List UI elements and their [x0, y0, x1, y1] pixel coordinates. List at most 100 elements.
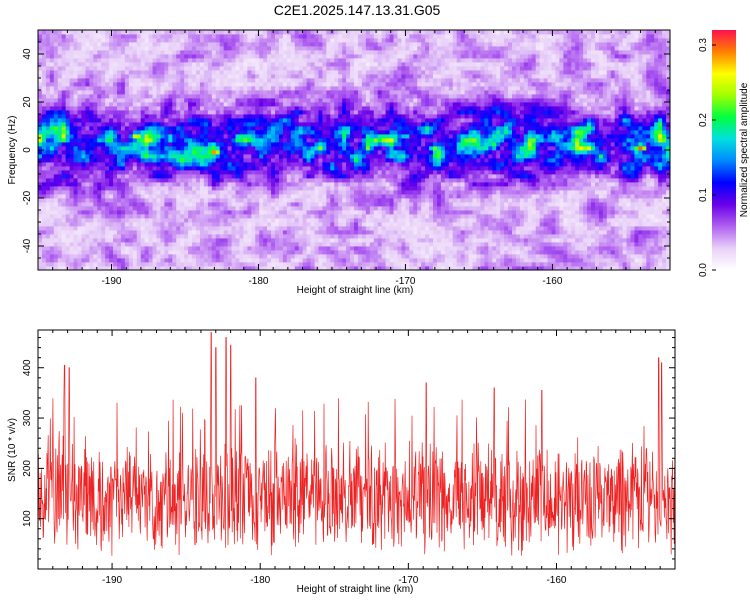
spectrogram-cell [263, 202, 268, 207]
spectrogram-cell [369, 266, 375, 270]
spectrogram-cell [314, 162, 319, 167]
spectrogram-cell [413, 150, 418, 155]
spectrogram-cell [41, 250, 47, 255]
spectrogram-cell [654, 170, 659, 175]
spectrogram-cell [346, 250, 351, 255]
spectrogram-cell [207, 190, 213, 195]
spectrogram-cell [219, 234, 225, 239]
spectrogram-cell [571, 214, 576, 219]
spectrogram-cell [369, 254, 375, 259]
spectrogram-cell [73, 154, 78, 159]
spectrogram-cell [77, 250, 82, 255]
spectrogram-cell [433, 226, 438, 231]
spectrogram-cell [338, 246, 343, 251]
spectrogram-cell [591, 170, 596, 175]
spectrogram-cell [539, 238, 544, 243]
spectrogram-cell [73, 178, 78, 183]
spectrogram-cell [531, 154, 537, 159]
spectrogram-cell [638, 194, 643, 199]
spectrogram-cell [606, 150, 612, 155]
spectrogram-cell [543, 234, 548, 239]
spectrogram-cell [433, 154, 438, 159]
spectrogram-cell [271, 230, 276, 235]
spectrogram-cell [188, 194, 193, 199]
spectrogram-cell [346, 210, 351, 215]
spectrogram-cell [172, 238, 177, 243]
spectrogram-cell [527, 258, 533, 263]
spectrogram-cell [350, 226, 355, 231]
spectrogram-cell [239, 222, 244, 227]
spectrogram-cell [243, 238, 248, 243]
spectrogram-cell [389, 146, 394, 151]
spectrogram-cell [504, 218, 509, 223]
spectrogram-cell [606, 198, 612, 203]
spectrogram-cell [65, 170, 70, 175]
spectrogram-cell [638, 146, 643, 151]
spectrogram-cell [164, 206, 169, 211]
spectrogram-cell [563, 254, 568, 259]
spectrogram-cell [235, 166, 240, 171]
spectrogram-cell [81, 226, 86, 231]
spectrogram-cell [286, 150, 292, 155]
spectrogram-cell [45, 158, 51, 163]
spectrogram-cell [271, 246, 276, 251]
spectrogram-cell [77, 222, 82, 227]
spectrogram-cell [393, 174, 398, 179]
spectrogram-cell [527, 186, 533, 191]
spectrogram-cell [650, 170, 655, 175]
spectrogram-cell [172, 178, 177, 183]
spectrogram-cell [464, 218, 469, 223]
spectrogram-cell [614, 250, 620, 255]
spectrogram-cell [606, 190, 612, 195]
spectrogram-cell [630, 226, 635, 231]
spectrogram-cell [275, 222, 280, 227]
spectrogram-cell [492, 238, 497, 243]
spectrogram-cell [160, 178, 165, 183]
spectrogram-cell [575, 178, 580, 183]
spectrogram-cell [203, 210, 209, 215]
spectrogram-cell [215, 186, 221, 191]
spectrogram-cell [231, 194, 236, 199]
spectrogram-cell [235, 226, 240, 231]
spectrogram-cell [630, 206, 635, 211]
spectrogram-cell [658, 182, 663, 187]
spectrogram-cell [504, 182, 509, 187]
spectrogram-cell [496, 150, 501, 155]
spectrogram-cell [361, 226, 367, 231]
spectrogram-cell [199, 226, 205, 231]
spectrogram-cell [389, 218, 394, 223]
spectrogram-cell [211, 250, 217, 255]
spectrogram-cell [476, 178, 481, 183]
spectrogram-cell [638, 206, 643, 211]
spectrogram-cell [184, 170, 189, 175]
spectrogram-cell [136, 162, 142, 167]
spectrogram-cell [255, 230, 260, 235]
spectrogram-cell [318, 266, 323, 270]
spectrogram-cell [49, 230, 55, 235]
spectrogram-cell [381, 202, 386, 207]
spectrogram-cell [278, 222, 284, 227]
spectrogram-cell [294, 178, 300, 183]
spectrogram-cell [306, 218, 311, 223]
spectrogram-cell [357, 262, 363, 267]
spectrogram-cell [377, 150, 383, 155]
spectrogram-cell [38, 258, 43, 263]
spectrogram-cell [310, 190, 315, 195]
spectrogram-cell [563, 170, 568, 175]
spectrogram-cell [117, 182, 122, 187]
spectrogram-cell [41, 262, 47, 267]
spectrogram-cell [484, 190, 489, 195]
spectrogram-cell [211, 178, 217, 183]
spectrogram-cell [547, 234, 552, 239]
spectrogram-cell [594, 146, 600, 151]
spectrogram-cell [630, 190, 635, 195]
spectrogram-cell [203, 202, 209, 207]
spectrogram-cell [298, 234, 304, 239]
spectrogram-cell [666, 254, 670, 259]
spectrogram-cell [65, 190, 70, 195]
spectrogram-cell [192, 190, 197, 195]
spectrogram-cell [602, 190, 608, 195]
spectrogram-cell [105, 206, 110, 211]
spectrogram-cell [41, 234, 47, 239]
spectrogram-cell [132, 142, 138, 147]
